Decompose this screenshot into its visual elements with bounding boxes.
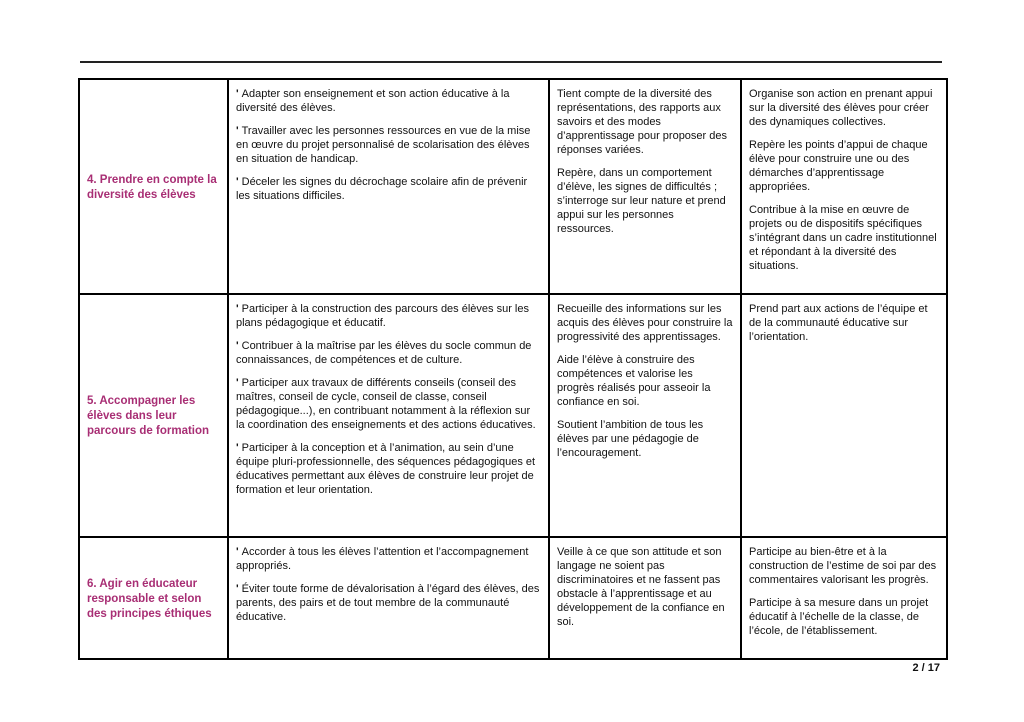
page-number: 2 / 17 bbox=[912, 662, 940, 674]
col3-cell: Recueille des informations sur les acqui… bbox=[550, 295, 742, 536]
bulleted-item-text: Participer à la conception et à l’animat… bbox=[236, 442, 536, 496]
bulleted-items-cell: ' Participer à la construction des parcou… bbox=[229, 295, 550, 536]
bulleted-item-text: Accorder à tous les élèves l’attention e… bbox=[236, 546, 529, 572]
col3-paragraph: Soutient l’ambition de tous les élèves p… bbox=[557, 419, 704, 459]
competency-cell: 5. Accompagner les élèves dans leur parc… bbox=[80, 295, 229, 536]
col4-paragraph: Organise son action en prenant appui sur… bbox=[749, 88, 933, 128]
bullet-icon: ' bbox=[236, 303, 239, 315]
bulleted-item: ' Travailler avec les personnes ressource… bbox=[236, 124, 541, 166]
bulleted-item: ' Déceler les signes du décrochage scolai… bbox=[236, 175, 541, 203]
col4-cell: Participe au bien-être et à la construct… bbox=[742, 538, 946, 658]
bullet-icon: ' bbox=[236, 88, 239, 100]
col4-cell: Prend part aux actions de l’équipe et de… bbox=[742, 295, 946, 536]
table-row: 5. Accompagner les élèves dans leur parc… bbox=[80, 295, 946, 538]
bulleted-item: ' Accorder à tous les élèves l’attention … bbox=[236, 545, 541, 573]
col4-paragraph: Repère les points d’appui de chaque élèv… bbox=[749, 139, 928, 193]
col3-paragraph: Recueille des informations sur les acqui… bbox=[557, 303, 733, 343]
competency-cell: 6. Agir en éducateur responsable et selo… bbox=[80, 538, 229, 658]
bulleted-items-cell: ' Adapter son enseignement et son action … bbox=[229, 80, 550, 293]
competency-table: 4. Prendre en compte la diversité des él… bbox=[78, 78, 948, 660]
col3-paragraph: Repère, dans un comportement d’élève, le… bbox=[557, 167, 726, 235]
competency-title: 5. Accompagner les élèves dans leur parc… bbox=[87, 395, 210, 437]
bullet-icon: ' bbox=[236, 546, 239, 558]
bulleted-item: ' Adapter son enseignement et son action … bbox=[236, 87, 541, 115]
bulleted-item: ' Éviter toute forme de dévalorisation à … bbox=[236, 582, 541, 624]
col3-cell: Veille à ce que son attitude et son lang… bbox=[550, 538, 742, 658]
bullet-icon: ' bbox=[236, 583, 239, 595]
competency-title: 4. Prendre en compte la diversité des él… bbox=[87, 173, 217, 201]
col3-paragraph: Aide l’élève à construire des compétence… bbox=[557, 354, 711, 408]
bulleted-item-text: Participer à la construction des parcour… bbox=[236, 303, 529, 329]
bulleted-item: ' Participer aux travaux de différents co… bbox=[236, 376, 541, 432]
table-row: 6. Agir en éducateur responsable et selo… bbox=[80, 538, 946, 658]
bullet-icon: ' bbox=[236, 442, 239, 454]
bulleted-item: ' Participer à la construction des parcou… bbox=[236, 302, 541, 330]
competency-cell: 4. Prendre en compte la diversité des él… bbox=[80, 80, 229, 293]
table-row: 4. Prendre en compte la diversité des él… bbox=[80, 80, 946, 295]
competency-title: 6. Agir en éducateur responsable et selo… bbox=[87, 577, 212, 620]
bulleted-item-text: Déceler les signes du décrochage scolair… bbox=[236, 176, 528, 202]
bulleted-item: ' Contribuer à la maîtrise par les élèves… bbox=[236, 339, 541, 367]
col4-paragraph: Contribue à la mise en œuvre de projets … bbox=[749, 204, 937, 272]
bullet-icon: ' bbox=[236, 176, 239, 188]
col4-paragraph: Participe à sa mesure dans un projet édu… bbox=[749, 597, 929, 637]
bulleted-item-text: Contribuer à la maîtrise par les élèves … bbox=[236, 340, 532, 366]
col4-cell: Organise son action en prenant appui sur… bbox=[742, 80, 946, 293]
bullet-icon: ' bbox=[236, 340, 239, 352]
bullet-icon: ' bbox=[236, 377, 239, 389]
bulleted-items-cell: ' Accorder à tous les élèves l’attention … bbox=[229, 538, 550, 658]
col4-paragraph: Prend part aux actions de l’équipe et de… bbox=[749, 303, 928, 343]
col3-paragraph: Veille à ce que son attitude et son lang… bbox=[557, 546, 725, 628]
col3-paragraph: Tient compte de la diversité des représe… bbox=[557, 88, 728, 156]
header-rule bbox=[80, 61, 942, 63]
col4-paragraph: Participe au bien-être et à la construct… bbox=[749, 546, 937, 586]
bulleted-item-text: Éviter toute forme de dévalorisation à l… bbox=[236, 583, 540, 623]
bullet-icon: ' bbox=[236, 125, 239, 137]
bulleted-item: ' Participer à la conception et à l’anima… bbox=[236, 441, 541, 497]
bulleted-item-text: Participer aux travaux de différents con… bbox=[236, 377, 536, 431]
bulleted-item-text: Travailler avec les personnes ressources… bbox=[236, 125, 531, 165]
bulleted-item-text: Adapter son enseignement et son action é… bbox=[236, 88, 510, 114]
col3-cell: Tient compte de la diversité des représe… bbox=[550, 80, 742, 293]
